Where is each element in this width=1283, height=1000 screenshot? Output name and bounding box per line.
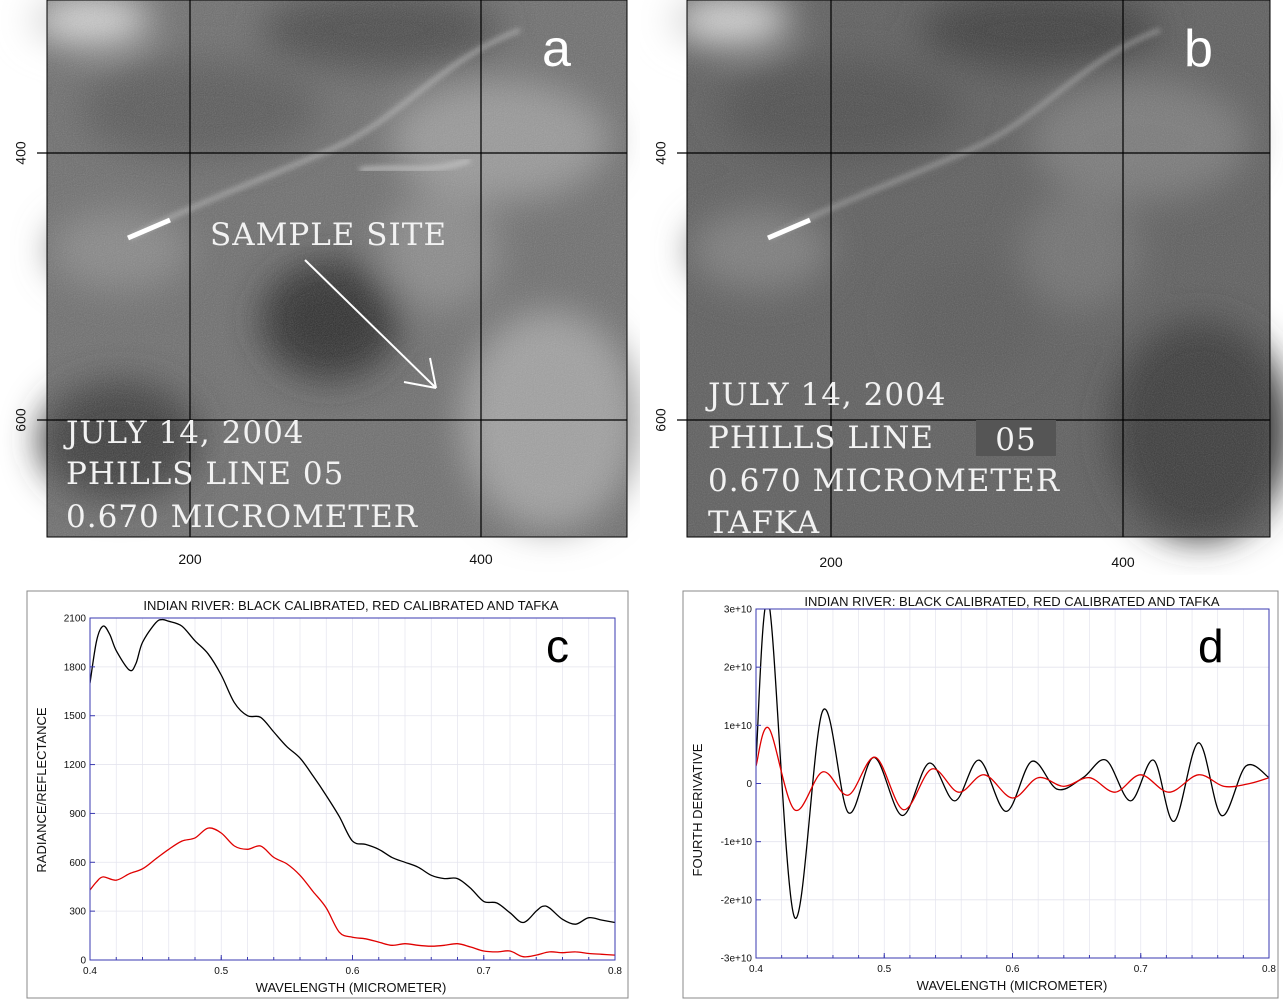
overlay-line-wavelength-a: 0.670 MICROMETER [66,499,419,535]
overlay-line-date-a: JULY 14, 2004 [63,415,305,451]
grid-lines-a [37,0,627,537]
chart-d-xtick-label: 0.6 [1006,964,1020,975]
chart-d-ytick-label: -2e+10 [721,895,753,906]
chart-d-title: INDIAN RIVER: BLACK CALIBRATED, RED CALI… [804,594,1219,609]
line-badge-bg [976,420,1056,456]
sample-site-arrow [304,259,437,389]
chart-d-xtick-label: 0.4 [749,964,763,975]
chart-c-ylabel: RADIANCE/REFLECTANCE [34,707,49,873]
chart-c-xtick-label: 0.6 [346,966,360,977]
panel-label-b: b [1184,20,1213,78]
chart-c-xtick-label: 0.5 [214,966,228,977]
y-tick-a-600: 600 [13,408,29,432]
chart-c-ytick-label: 2100 [64,614,87,625]
chart-c-ytick-label: 300 [69,907,86,918]
chart-c-ytick-label: 1200 [64,760,87,771]
y-tick-b-600: 600 [653,408,669,432]
chart-d-ytick-label: -1e+10 [721,837,753,848]
panel-label-a: a [542,20,571,78]
y-tick-a-400: 400 [13,141,29,165]
x-tick-b-200: 200 [819,554,843,570]
chart-c-ytick-label: 1800 [64,662,87,673]
chart-c-xtick-label: 0.8 [608,966,622,977]
chart-c-xtick-label: 0.7 [477,966,491,977]
chart-c: INDIAN RIVER: BLACK CALIBRATED, RED CALI… [26,590,629,999]
chart-d-series-black-line [756,609,1269,919]
overlay-line-phills-a: PHILLS LINE 05 [66,456,344,492]
chart-d-series-red-line [756,726,1269,812]
grid-lines-b [677,0,1270,537]
chart-d-xtick-label: 0.5 [877,964,891,975]
chart-d-ytick-label: 1e+10 [724,721,753,732]
image-frame-a [46,0,628,538]
chart-d-xlabel: WAVELENGTH (MICROMETER) [917,978,1108,993]
chart-d-ytick-label: 0 [746,779,752,790]
chart-c-ytick-label: 0 [80,956,86,967]
chart-d-outer-frame [682,590,1279,999]
overlay-line-wavelength-b: 0.670 MICROMETER [708,463,1061,499]
x-tick-b-400: 400 [1111,554,1135,570]
chart-d-ytick-label: -3e+10 [721,954,753,965]
sample-site-label: SAMPLE SITE [210,217,447,253]
overlay-line-date-b: JULY 14, 2004 [705,377,947,413]
line-badge: 05 [995,422,1036,458]
chart-d: INDIAN RIVER: BLACK CALIBRATED, RED CALI… [682,590,1279,999]
chart-c-series-black-line [90,618,615,925]
chart-c-outer-frame [26,590,629,999]
overlay-line-tafka-b: TAFKA [708,505,820,541]
x-tick-a-200: 200 [178,551,202,567]
y-tick-b-400: 400 [653,141,669,165]
chart-c-series-red-line [90,827,615,958]
image-b [670,0,1283,540]
chart-d-xtick-label: 0.8 [1262,964,1276,975]
panel-b: JULY 14, 2004 PHILLS LINE 05 0.670 MICRO… [653,0,1283,570]
chart-c-ytick-label: 1500 [64,711,87,722]
chart-c-xtick-label: 0.4 [83,966,97,977]
x-tick-a-400: 400 [469,551,493,567]
chart-d-panel-label: d [1198,620,1224,672]
image-a [30,0,640,537]
chart-c-ytick-label: 900 [69,809,86,820]
chart-d-ytick-label: 3e+10 [724,605,753,616]
chart-d-ytick-label: 2e+10 [724,663,753,674]
chart-d-xtick-label: 0.7 [1134,964,1148,975]
chart-c-xlabel: WAVELENGTH (MICROMETER) [256,980,447,995]
panel-a: SAMPLE SITE JULY 14, 2004 PHILLS LINE 05… [13,0,640,567]
chart-c-title: INDIAN RIVER: BLACK CALIBRATED, RED CALI… [143,598,558,613]
chart-c-panel-label: c [546,620,569,672]
image-frame-b [686,0,1271,538]
chart-c-ytick-label: 600 [69,858,86,869]
chart-d-ylabel: FOURTH DERIVATIVE [690,743,705,876]
overlay-line-phills-b: PHILLS LINE [708,420,934,456]
